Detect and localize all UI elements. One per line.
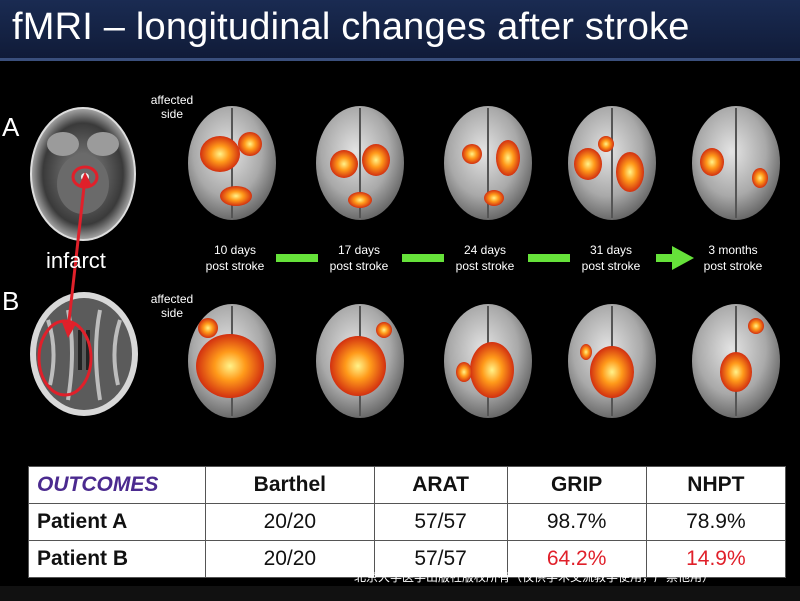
brain-a-17-days	[316, 106, 404, 220]
table-header-row: OUTCOMES Barthel ARAT GRIP NHPT	[28, 466, 787, 504]
header-barthel: Barthel	[205, 466, 375, 504]
header-grip: GRIP	[506, 466, 647, 504]
brain-b-31-days	[568, 304, 656, 418]
brain-b-10-days	[188, 304, 276, 418]
patient-b-name: Patient B	[28, 540, 206, 578]
timepoint-24-days: 24 days post stroke	[455, 243, 515, 273]
header-nhpt: NHPT	[645, 466, 787, 504]
timepoint-10-days: 10 days post stroke	[205, 243, 265, 273]
timepoint-3-months: 3 months post stroke	[703, 243, 763, 273]
patient-b-nhpt: 14.9%	[645, 540, 787, 578]
arrow-segment-4	[656, 254, 674, 262]
row-label-a: A	[2, 112, 20, 142]
arrow-head-icon	[672, 246, 694, 270]
brain-a-31-days	[568, 106, 656, 220]
brain-a-10-days	[188, 106, 276, 220]
header-arat: ARAT	[373, 466, 508, 504]
patient-b-arat: 57/57	[373, 540, 508, 578]
table-row: Patient B 20/20 57/57 64.2% 14.9%	[28, 540, 787, 578]
infarct-pointer	[62, 172, 92, 338]
patient-a-arat: 57/57	[373, 503, 508, 541]
patient-a-barthel: 20/20	[205, 503, 375, 541]
brain-b-17-days	[316, 304, 404, 418]
brain-b-24-days	[444, 304, 532, 418]
patient-a-grip: 98.7%	[506, 503, 647, 541]
slide-title: fMRI – longitudinal changes after stroke	[12, 6, 690, 48]
bottom-strip	[0, 586, 800, 601]
brain-b-3-months	[692, 304, 780, 418]
brain-a-24-days	[444, 106, 532, 220]
timepoint-17-days: 17 days post stroke	[329, 243, 389, 273]
patient-a-name: Patient A	[28, 503, 206, 541]
row-label-b: B	[2, 286, 20, 316]
header-outcomes: OUTCOMES	[28, 466, 206, 504]
arrow-segment-1	[276, 254, 318, 262]
affected-side-label-b: affected side	[150, 292, 194, 320]
watermark-text: 北京大学医学出版社版权所有（仅供学术交流教学使用，严禁他用）	[354, 570, 715, 584]
arrow-segment-3	[528, 254, 570, 262]
axial-scan-b	[30, 292, 138, 416]
brain-a-3-months	[692, 106, 780, 220]
timepoint-31-days: 31 days post stroke	[581, 243, 641, 273]
affected-side-label-a: affected side	[150, 93, 194, 121]
patient-b-barthel: 20/20	[205, 540, 375, 578]
outcomes-table: OUTCOMES Barthel ARAT GRIP NHPT Patient …	[28, 466, 787, 578]
title-bar: fMRI – longitudinal changes after stroke	[0, 0, 800, 61]
table-row: Patient A 20/20 57/57 98.7% 78.9%	[28, 503, 787, 541]
arrow-segment-2	[402, 254, 444, 262]
infarct-label: infarct	[46, 248, 106, 273]
patient-a-nhpt: 78.9%	[645, 503, 787, 541]
